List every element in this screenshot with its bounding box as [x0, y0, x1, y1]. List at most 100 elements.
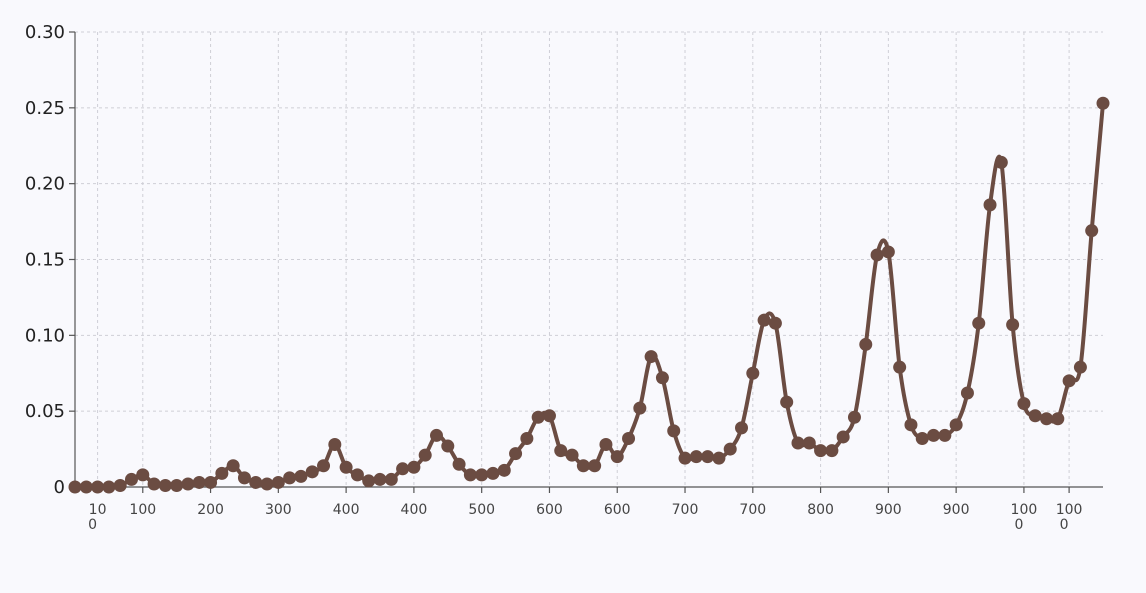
- x-tick-label-wrap: 0: [1014, 517, 1023, 533]
- data-point: [113, 478, 127, 492]
- data-point: [542, 409, 556, 423]
- data-point: [768, 316, 782, 330]
- data-point: [576, 459, 590, 473]
- data-point: [497, 463, 511, 477]
- data-point: [373, 472, 387, 486]
- data-point: [124, 472, 138, 486]
- x-tick-label: 700: [672, 502, 699, 518]
- data-point: [531, 410, 545, 424]
- y-tick-label: 0.10: [25, 325, 65, 346]
- x-tick-label: 400: [333, 502, 360, 518]
- y-tick-label: 0: [54, 477, 65, 498]
- y-tick-label: 0.05: [25, 401, 65, 422]
- data-point: [509, 447, 523, 461]
- data-point: [994, 155, 1008, 169]
- data-point: [452, 457, 466, 471]
- data-point: [79, 480, 93, 494]
- data-point: [723, 442, 737, 456]
- data-point: [1040, 412, 1054, 426]
- data-point: [1051, 412, 1065, 426]
- data-point: [972, 316, 986, 330]
- data-point: [283, 471, 297, 485]
- y-tick-labels: 0 0.05 0.10 0.15 0.20 0.25 0.30: [25, 22, 65, 498]
- data-point: [305, 465, 319, 479]
- data-point: [712, 451, 726, 465]
- data-point: [463, 468, 477, 482]
- data-point: [237, 471, 251, 485]
- grid-lines: [75, 31, 1103, 487]
- x-tick-label: 500: [468, 502, 495, 518]
- data-points: [68, 96, 1110, 494]
- data-point: [859, 337, 873, 351]
- data-point: [655, 371, 669, 385]
- data-point: [317, 459, 331, 473]
- data-point: [226, 459, 240, 473]
- data-point: [870, 248, 884, 262]
- data-point: [271, 475, 285, 489]
- x-tick-label: 100: [1011, 502, 1038, 518]
- x-tick-label: 900: [943, 502, 970, 518]
- series-line-group: [74, 103, 1105, 490]
- x-tick-label-wrap: 0: [88, 517, 97, 533]
- data-point: [983, 198, 997, 212]
- data-point: [418, 448, 432, 462]
- data-point: [599, 438, 613, 452]
- data-point: [429, 428, 443, 442]
- data-point: [1062, 374, 1076, 388]
- data-point: [1006, 318, 1020, 332]
- data-point: [158, 478, 172, 492]
- data-point: [701, 450, 715, 464]
- data-point: [836, 430, 850, 444]
- data-point: [915, 431, 929, 445]
- data-point: [192, 475, 206, 489]
- data-point: [678, 451, 692, 465]
- data-point: [904, 418, 918, 432]
- data-point: [181, 477, 195, 491]
- y-tick-label: 0.25: [25, 98, 65, 119]
- x-tick-label: 100: [129, 502, 156, 518]
- data-point: [204, 475, 218, 489]
- data-point: [136, 468, 150, 482]
- y-tick-label: 0.15: [25, 250, 65, 271]
- data-point: [949, 418, 963, 432]
- data-point: [746, 366, 760, 380]
- data-point: [102, 480, 116, 494]
- data-point: [91, 480, 105, 494]
- x-tick-label: 900: [875, 502, 902, 518]
- x-tick-label: 300: [265, 502, 292, 518]
- data-point: [475, 468, 489, 482]
- data-point: [486, 466, 500, 480]
- data-point: [893, 360, 907, 374]
- data-point: [396, 462, 410, 476]
- data-point: [938, 428, 952, 442]
- data-point: [780, 395, 794, 409]
- data-point: [339, 460, 353, 474]
- x-tick-label: 700: [739, 502, 766, 518]
- data-point: [802, 436, 816, 450]
- data-point: [1096, 96, 1110, 110]
- data-point: [689, 450, 703, 464]
- data-point: [1073, 360, 1087, 374]
- series-line: [74, 103, 1105, 490]
- data-point: [1028, 409, 1042, 423]
- data-point: [170, 478, 184, 492]
- data-point: [610, 450, 624, 464]
- data-point: [249, 475, 263, 489]
- data-point: [554, 444, 568, 458]
- data-point: [927, 428, 941, 442]
- data-point: [441, 439, 455, 453]
- data-point: [588, 459, 602, 473]
- data-point: [1017, 397, 1031, 411]
- data-point: [960, 386, 974, 400]
- x-tick-label: 100: [1056, 502, 1083, 518]
- data-point: [147, 477, 161, 491]
- data-point: [667, 424, 681, 438]
- data-point: [260, 477, 274, 491]
- x-tick-label: 600: [604, 502, 631, 518]
- data-point: [362, 474, 376, 488]
- data-point: [328, 438, 342, 452]
- data-point: [1085, 224, 1099, 238]
- data-point: [814, 444, 828, 458]
